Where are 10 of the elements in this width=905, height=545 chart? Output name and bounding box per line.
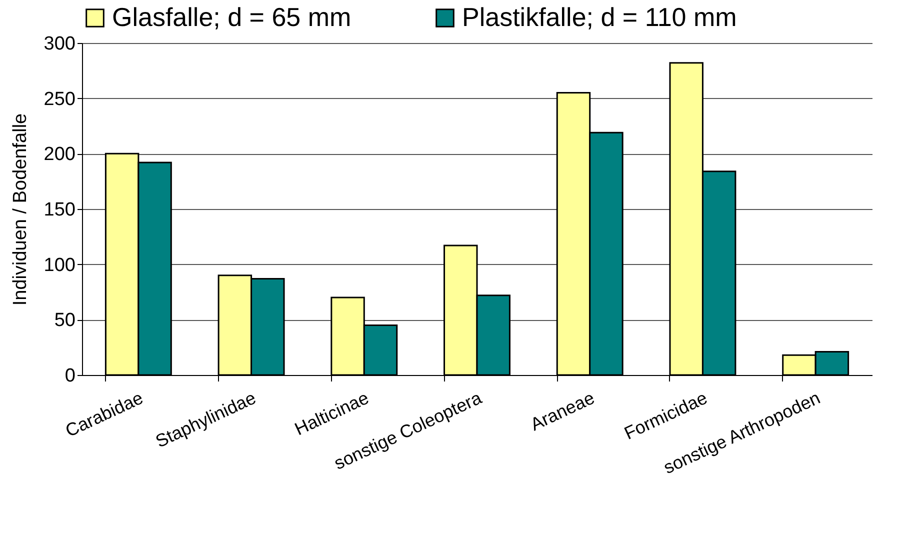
y-axis-title: Individuen / Bodenfalle [10,113,31,306]
y-tick-label: 200 [44,144,76,166]
y-tick-label: 50 [54,310,76,332]
legend-label: Plastikfalle; d = 110 mm [462,2,737,32]
y-tick-label: 300 [44,34,76,54]
y-tick-label: 150 [44,200,76,220]
y-tick-label: 250 [44,88,76,110]
y-tick-label: 0 [64,366,76,386]
legend-label: Glasfalle; d = 65 mm [112,2,352,32]
y-tick-label: 100 [44,254,76,276]
